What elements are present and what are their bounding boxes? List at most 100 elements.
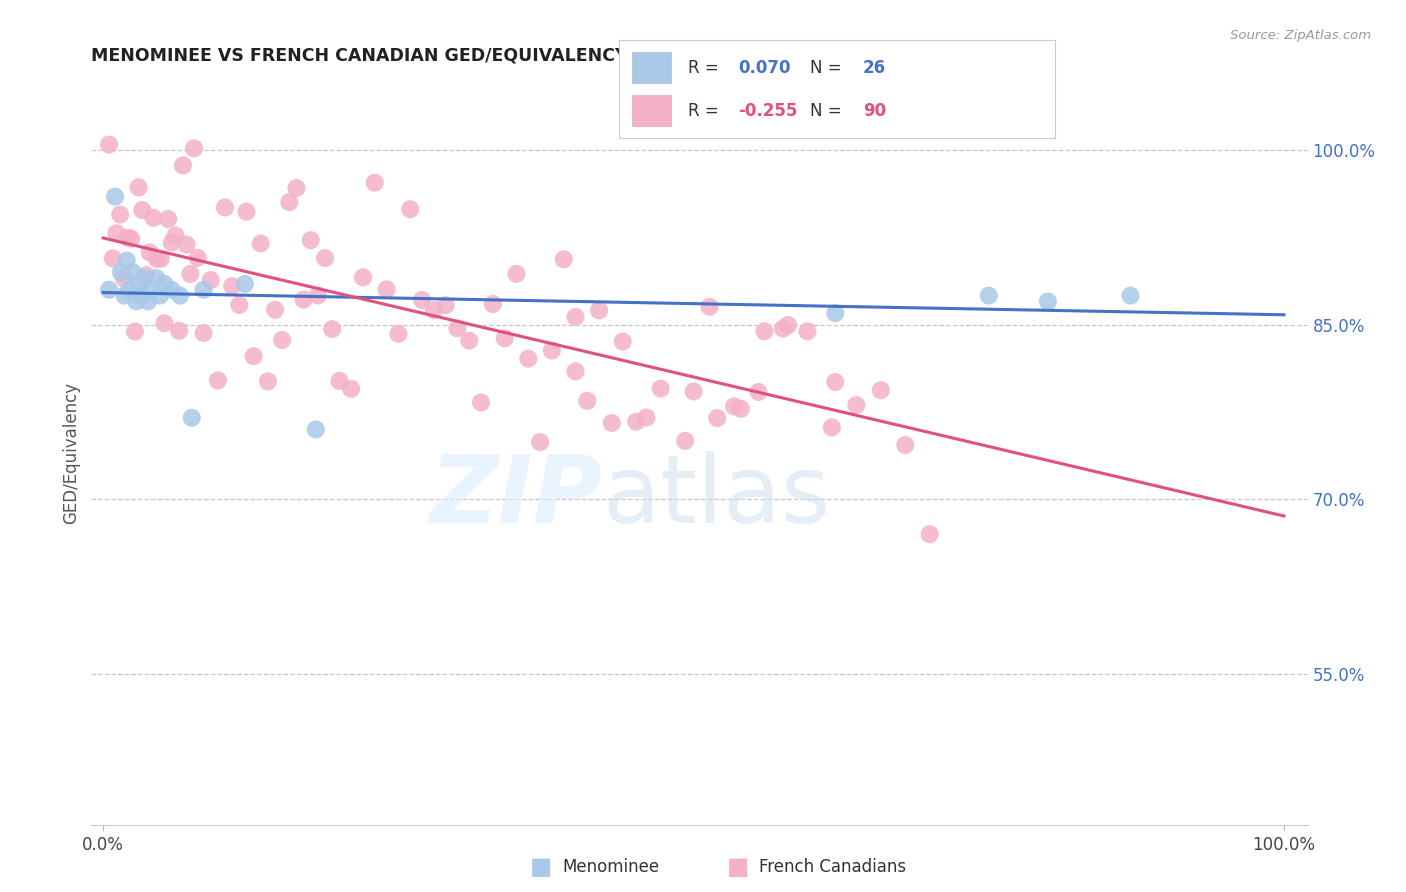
Point bbox=[328, 374, 350, 388]
Text: ■: ■ bbox=[727, 855, 749, 879]
Point bbox=[200, 273, 222, 287]
Point bbox=[399, 202, 422, 217]
Point bbox=[278, 195, 301, 210]
Point bbox=[576, 393, 599, 408]
Point bbox=[307, 288, 329, 302]
Point bbox=[482, 297, 505, 311]
Point bbox=[352, 270, 374, 285]
Point bbox=[110, 265, 132, 279]
Point bbox=[125, 294, 148, 309]
Point bbox=[128, 180, 150, 194]
Point bbox=[271, 333, 294, 347]
Point bbox=[242, 349, 264, 363]
Text: N =: N = bbox=[810, 59, 848, 77]
Point bbox=[470, 395, 492, 409]
Point bbox=[153, 277, 176, 291]
Point bbox=[434, 298, 457, 312]
Point bbox=[446, 321, 468, 335]
Point bbox=[228, 298, 250, 312]
Point bbox=[139, 283, 162, 297]
Point bbox=[494, 331, 516, 345]
Text: -0.255: -0.255 bbox=[738, 102, 797, 120]
Text: 0.070: 0.070 bbox=[738, 59, 792, 77]
Point bbox=[138, 245, 160, 260]
Point bbox=[387, 326, 409, 341]
Point bbox=[747, 384, 769, 399]
Point bbox=[918, 527, 941, 541]
Point bbox=[146, 252, 169, 266]
Point bbox=[115, 253, 138, 268]
Text: N =: N = bbox=[810, 102, 848, 120]
Point bbox=[553, 252, 575, 267]
Text: 26: 26 bbox=[863, 59, 886, 77]
Point bbox=[588, 303, 610, 318]
Point bbox=[169, 288, 191, 302]
Point bbox=[167, 324, 190, 338]
Point bbox=[142, 211, 165, 225]
Point bbox=[160, 283, 183, 297]
Point bbox=[149, 252, 172, 266]
Point bbox=[776, 318, 799, 332]
Point bbox=[117, 230, 139, 244]
Point bbox=[673, 434, 696, 448]
Point bbox=[145, 271, 167, 285]
Text: MENOMINEE VS FRENCH CANADIAN GED/EQUIVALENCY CORRELATION CHART: MENOMINEE VS FRENCH CANADIAN GED/EQUIVAL… bbox=[91, 47, 842, 65]
Point bbox=[529, 435, 551, 450]
Bar bbox=[631, 52, 671, 83]
Point bbox=[135, 268, 157, 282]
Point bbox=[108, 208, 131, 222]
Point bbox=[1036, 294, 1059, 309]
Point bbox=[821, 420, 844, 434]
Point bbox=[136, 294, 159, 309]
Point bbox=[124, 325, 146, 339]
Text: French Canadians: French Canadians bbox=[759, 858, 907, 876]
Text: R =: R = bbox=[689, 102, 724, 120]
Point bbox=[193, 326, 215, 340]
Text: ZIP: ZIP bbox=[429, 451, 602, 543]
Point bbox=[153, 316, 176, 330]
Point bbox=[112, 271, 135, 285]
Point bbox=[411, 293, 433, 307]
Point bbox=[564, 310, 586, 324]
Point bbox=[179, 267, 201, 281]
Point bbox=[134, 271, 156, 285]
Point bbox=[650, 382, 672, 396]
Point bbox=[233, 277, 256, 291]
Point bbox=[160, 235, 183, 250]
Point bbox=[249, 236, 271, 251]
Point bbox=[845, 398, 868, 412]
Y-axis label: GED/Equivalency: GED/Equivalency bbox=[62, 382, 80, 524]
Point bbox=[517, 351, 540, 366]
Point bbox=[114, 288, 136, 302]
Bar bbox=[631, 95, 671, 127]
Point bbox=[285, 181, 308, 195]
Point bbox=[98, 283, 121, 297]
Point bbox=[564, 364, 586, 378]
Point bbox=[128, 277, 150, 291]
Point bbox=[149, 288, 172, 302]
Point bbox=[193, 283, 215, 297]
Point bbox=[165, 228, 187, 243]
Point bbox=[626, 415, 648, 429]
Point bbox=[207, 374, 229, 388]
Point bbox=[869, 383, 891, 397]
Point bbox=[314, 251, 336, 265]
Text: R =: R = bbox=[689, 59, 724, 77]
Point bbox=[754, 324, 776, 338]
Point bbox=[682, 384, 704, 399]
Point bbox=[157, 212, 180, 227]
Point bbox=[824, 306, 846, 320]
Point bbox=[723, 399, 745, 413]
Point bbox=[305, 422, 328, 436]
Point bbox=[706, 411, 728, 425]
Point bbox=[101, 252, 124, 266]
Point bbox=[505, 267, 527, 281]
Point bbox=[98, 137, 121, 152]
Point bbox=[292, 293, 315, 307]
Point bbox=[118, 283, 141, 297]
Text: ■: ■ bbox=[530, 855, 553, 879]
Point bbox=[235, 204, 257, 219]
Point bbox=[299, 233, 322, 247]
Text: Source: ZipAtlas.com: Source: ZipAtlas.com bbox=[1230, 29, 1371, 42]
Point bbox=[364, 176, 387, 190]
